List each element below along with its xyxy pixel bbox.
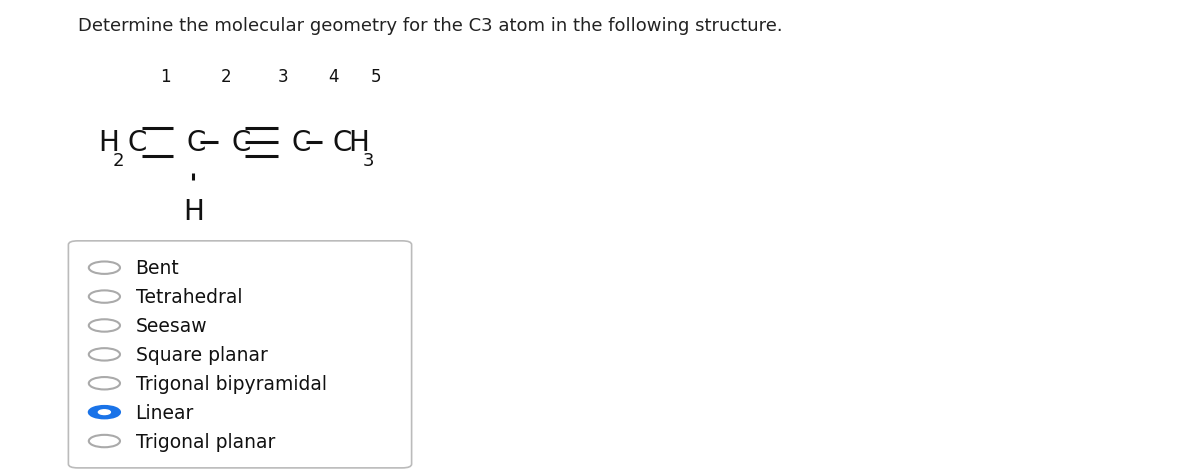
Text: Seesaw: Seesaw xyxy=(136,317,208,335)
Text: Linear: Linear xyxy=(136,403,194,422)
FancyBboxPatch shape xyxy=(68,241,412,468)
Circle shape xyxy=(89,291,120,303)
Circle shape xyxy=(89,348,120,361)
Text: C: C xyxy=(127,129,146,157)
Text: Determine the molecular geometry for the C3 atom in the following structure.: Determine the molecular geometry for the… xyxy=(78,17,782,35)
Text: Tetrahedral: Tetrahedral xyxy=(136,288,242,307)
Text: C: C xyxy=(186,129,205,157)
Text: Square planar: Square planar xyxy=(136,345,268,364)
Text: Trigonal bipyramidal: Trigonal bipyramidal xyxy=(136,374,326,393)
Circle shape xyxy=(89,319,120,332)
Text: 1: 1 xyxy=(161,68,170,86)
Text: 4: 4 xyxy=(329,68,338,86)
Circle shape xyxy=(89,435,120,447)
Circle shape xyxy=(98,410,110,415)
Text: H: H xyxy=(98,129,119,157)
Text: Bent: Bent xyxy=(136,258,179,278)
Text: Trigonal planar: Trigonal planar xyxy=(136,432,275,451)
Text: 5: 5 xyxy=(371,68,380,86)
Text: 3: 3 xyxy=(362,152,374,170)
Text: 3: 3 xyxy=(278,68,288,86)
Text: H: H xyxy=(348,129,368,157)
Circle shape xyxy=(89,262,120,274)
Text: C: C xyxy=(292,129,311,157)
Text: 2: 2 xyxy=(221,68,230,86)
Circle shape xyxy=(89,406,120,418)
Text: C: C xyxy=(332,129,352,157)
Text: 2: 2 xyxy=(113,152,125,170)
Circle shape xyxy=(89,377,120,390)
Text: H: H xyxy=(182,198,204,226)
Text: C: C xyxy=(232,129,251,157)
